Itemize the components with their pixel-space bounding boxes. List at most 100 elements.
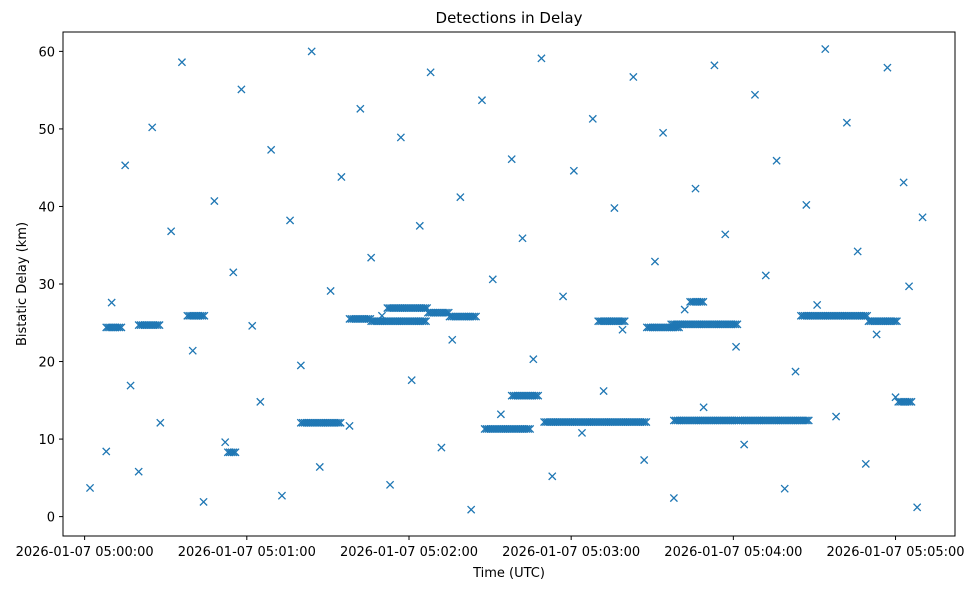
data-point [296, 361, 305, 370]
data-point [332, 418, 341, 427]
data-point [196, 311, 205, 320]
data-point [804, 416, 813, 425]
data-point [559, 292, 568, 301]
data-point [153, 321, 162, 330]
data-point [522, 424, 531, 434]
data-point [599, 386, 608, 396]
data-point [642, 417, 651, 427]
data-point [467, 505, 476, 514]
y-tick-label: 30 [38, 278, 55, 293]
data-point [117, 323, 126, 332]
data-point [277, 491, 287, 500]
data-point [407, 376, 416, 385]
data-point [134, 467, 143, 476]
data-point [151, 321, 160, 330]
data-point [526, 424, 535, 434]
data-point [326, 286, 335, 296]
data-point [733, 320, 742, 329]
data-point [420, 317, 429, 326]
data-point [530, 391, 539, 400]
plot-marks [85, 44, 927, 514]
data-point [640, 417, 649, 427]
data-point [148, 123, 157, 132]
data-point [740, 440, 749, 449]
data-point [415, 221, 424, 230]
data-point [471, 312, 481, 321]
data-point [102, 447, 111, 456]
data-point [345, 421, 354, 430]
y-axis-label: Bistatic Delay (km) [15, 222, 30, 346]
data-point [334, 418, 343, 427]
data-point [470, 312, 479, 321]
data-point [418, 317, 427, 326]
data-point [256, 397, 265, 406]
data-point [231, 448, 240, 457]
data-point [267, 145, 276, 154]
data-point [697, 297, 706, 306]
y-tick-label: 20 [38, 356, 55, 371]
data-point [695, 297, 704, 306]
data-point [426, 68, 435, 77]
data-point [524, 424, 533, 434]
data-point [907, 397, 916, 406]
data-point [761, 271, 770, 280]
data-point [315, 462, 324, 472]
data-point [362, 314, 371, 323]
chart-title: Detections in Delay [436, 9, 583, 27]
data-point [618, 317, 627, 326]
data-point [534, 391, 543, 400]
data-point [780, 484, 789, 493]
data-point [229, 268, 238, 277]
y-tick-label: 0 [47, 511, 55, 526]
data-point [620, 317, 629, 326]
data-point [537, 54, 546, 63]
data-point [699, 297, 708, 306]
data-point [167, 227, 176, 236]
x-axis-label: Time (UTC) [472, 566, 545, 581]
data-point [156, 418, 165, 427]
data-point [199, 497, 208, 506]
data-point [529, 355, 538, 364]
data-point [396, 133, 405, 142]
plot-frame [62, 31, 956, 537]
data-point [200, 311, 209, 320]
data-point [113, 323, 122, 332]
data-point [488, 275, 497, 284]
data-point [115, 323, 124, 332]
data-point [802, 200, 811, 209]
data-point [177, 58, 186, 67]
data-point [842, 118, 851, 127]
data-point [356, 104, 365, 113]
data-point [800, 416, 810, 425]
data-point [638, 417, 647, 427]
data-point [126, 381, 135, 390]
data-point [680, 305, 689, 314]
data-point [669, 493, 678, 503]
data-point [802, 416, 811, 425]
y-axis-ticks: 0 10 20 30 40 50 60 [38, 45, 63, 526]
data-point [210, 196, 219, 206]
data-point [889, 317, 898, 326]
data-point [899, 178, 908, 187]
data-point [456, 193, 465, 202]
x-tick-label: 2026-01-07 05:02:00 [340, 545, 478, 560]
data-point [518, 234, 527, 243]
data-point [496, 410, 505, 419]
data-point [386, 480, 395, 489]
data-point [710, 61, 719, 70]
data-point [918, 213, 927, 222]
data-point [468, 312, 477, 321]
data-point [772, 156, 781, 165]
data-point [731, 320, 740, 329]
data-point [307, 47, 316, 56]
data-point [188, 346, 197, 355]
data-point [699, 403, 708, 412]
data-point [588, 114, 597, 123]
data-point [832, 412, 841, 421]
x-tick-label: 2026-01-07 05:05:00 [826, 545, 964, 560]
data-point [85, 483, 95, 492]
data-point [629, 72, 638, 82]
y-tick-label: 40 [38, 200, 55, 215]
data-point [421, 317, 431, 326]
